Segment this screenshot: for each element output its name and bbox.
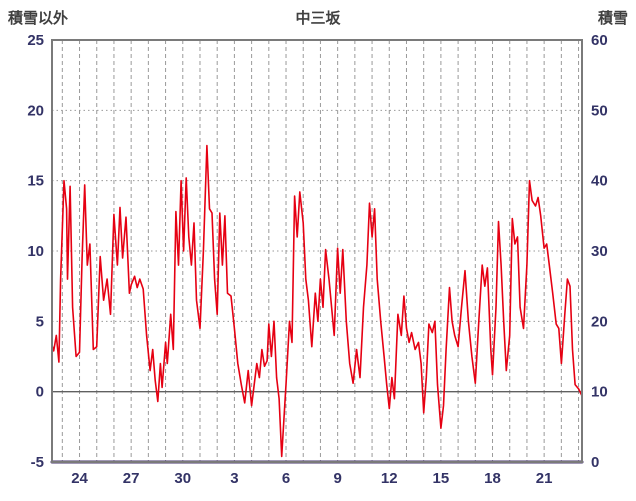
x-tick-label: 9 [333, 470, 341, 487]
y-left-tick-label: 20 [27, 102, 44, 119]
left-axis-title: 積雪以外 [8, 10, 69, 27]
y-right-tick-label: 20 [591, 313, 608, 330]
y-left-tick-label: 15 [27, 173, 44, 190]
right-axis-title: 積雪 [597, 10, 628, 27]
y-right-tick-label: 10 [591, 384, 608, 401]
y-right-tick-label: 50 [591, 102, 608, 119]
chart-title: 中三坂 [295, 10, 341, 27]
x-tick-label: 6 [282, 470, 290, 487]
x-tick-label: 18 [484, 470, 501, 487]
x-tick-label: 12 [381, 470, 398, 487]
y-left-tick-label: 0 [36, 384, 44, 401]
x-tick-label: 27 [123, 470, 140, 487]
x-tick-label: 30 [174, 470, 191, 487]
y-left-tick-label: 10 [27, 243, 44, 260]
y-right-tick-label: 0 [591, 454, 599, 471]
x-tick-label: 21 [536, 470, 553, 487]
x-tick-label: 3 [230, 470, 238, 487]
y-right-tick-label: 60 [591, 32, 608, 49]
observation-line [51, 144, 583, 458]
y-left-tick-label: 25 [27, 32, 44, 49]
y-left-tick-label: 5 [36, 313, 44, 330]
plot-frame [51, 39, 583, 463]
x-tick-label: 15 [433, 470, 450, 487]
y-right-tick-label: 40 [591, 173, 608, 190]
x-tick-label: 24 [71, 470, 88, 487]
y-right-tick-label: 30 [591, 243, 608, 260]
y-left-tick-label: -5 [31, 454, 44, 471]
